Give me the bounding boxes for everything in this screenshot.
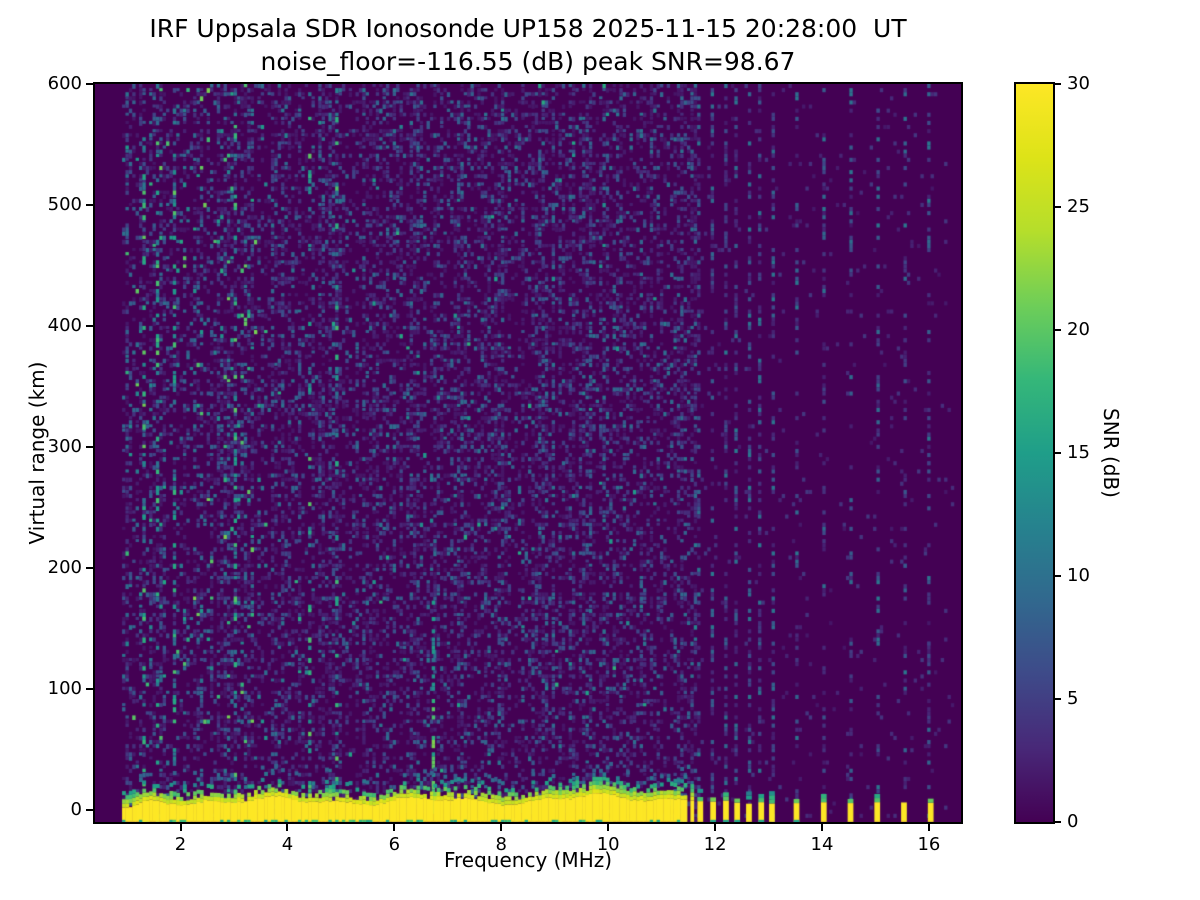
colorbar-tick: [1055, 329, 1061, 331]
colorbar-tick: [1055, 821, 1061, 823]
colorbar-tick-label: 30: [1067, 73, 1090, 94]
y-tick-label: 400: [47, 314, 82, 336]
y-tick: [86, 83, 93, 85]
x-axis-label: Frequency (MHz): [443, 848, 613, 872]
y-tick-label: 600: [47, 73, 82, 94]
colorbar-tick: [1055, 698, 1061, 700]
x-tick-label: 4: [281, 834, 294, 855]
x-tick: [179, 824, 182, 831]
x-tick-label: 14: [810, 834, 834, 855]
colorbar-tick-label: 0: [1067, 811, 1079, 832]
colorbar-tick: [1055, 575, 1061, 577]
y-tick: [86, 566, 93, 569]
colorbar-gradient: [1016, 84, 1053, 822]
colorbar-tick: [1055, 206, 1061, 208]
x-tick: [286, 824, 289, 831]
y-tick: [86, 203, 93, 206]
chart-subtitle: noise_floor=-116.55 (dB) peak SNR=98.67: [260, 47, 796, 76]
y-tick-label: 100: [47, 677, 82, 699]
x-tick: [821, 824, 823, 831]
colorbar-tick-label: 5: [1067, 688, 1079, 709]
plot-frame: [93, 82, 963, 824]
x-tick: [607, 824, 610, 831]
x-tick-label: 10: [596, 834, 620, 855]
colorbar-tick: [1055, 452, 1061, 454]
x-tick: [714, 824, 717, 831]
y-tick: [86, 808, 93, 811]
y-tick: [86, 445, 93, 448]
x-tick: [393, 824, 396, 831]
y-tick: [86, 324, 93, 327]
x-tick-label: 8: [495, 834, 507, 855]
x-tick-label: 2: [174, 834, 187, 855]
colorbar-tick-label: 10: [1067, 565, 1090, 586]
colorbar-tick-label: 20: [1067, 319, 1090, 340]
x-tick-label: 16: [917, 834, 941, 855]
x-tick-label: 12: [703, 834, 727, 855]
colorbar-label: SNR (dB): [1099, 408, 1123, 498]
colorbar-tick: [1055, 83, 1061, 85]
chart-title: IRF Uppsala SDR Ionosonde UP158 2025-11-…: [149, 14, 907, 43]
x-tick: [500, 824, 503, 831]
y-tick-label: 300: [47, 435, 82, 457]
ionogram-heatmap: [95, 84, 961, 822]
y-tick-label: 200: [47, 556, 82, 578]
y-tick-label: 500: [47, 193, 82, 215]
colorbar-tick-label: 15: [1067, 442, 1090, 463]
colorbar: [1014, 82, 1055, 824]
x-tick: [927, 824, 930, 831]
y-tick: [86, 687, 93, 690]
x-tick-label: 6: [388, 834, 401, 855]
y-tick-label: 0: [70, 798, 82, 820]
colorbar-tick-label: 25: [1067, 196, 1090, 217]
